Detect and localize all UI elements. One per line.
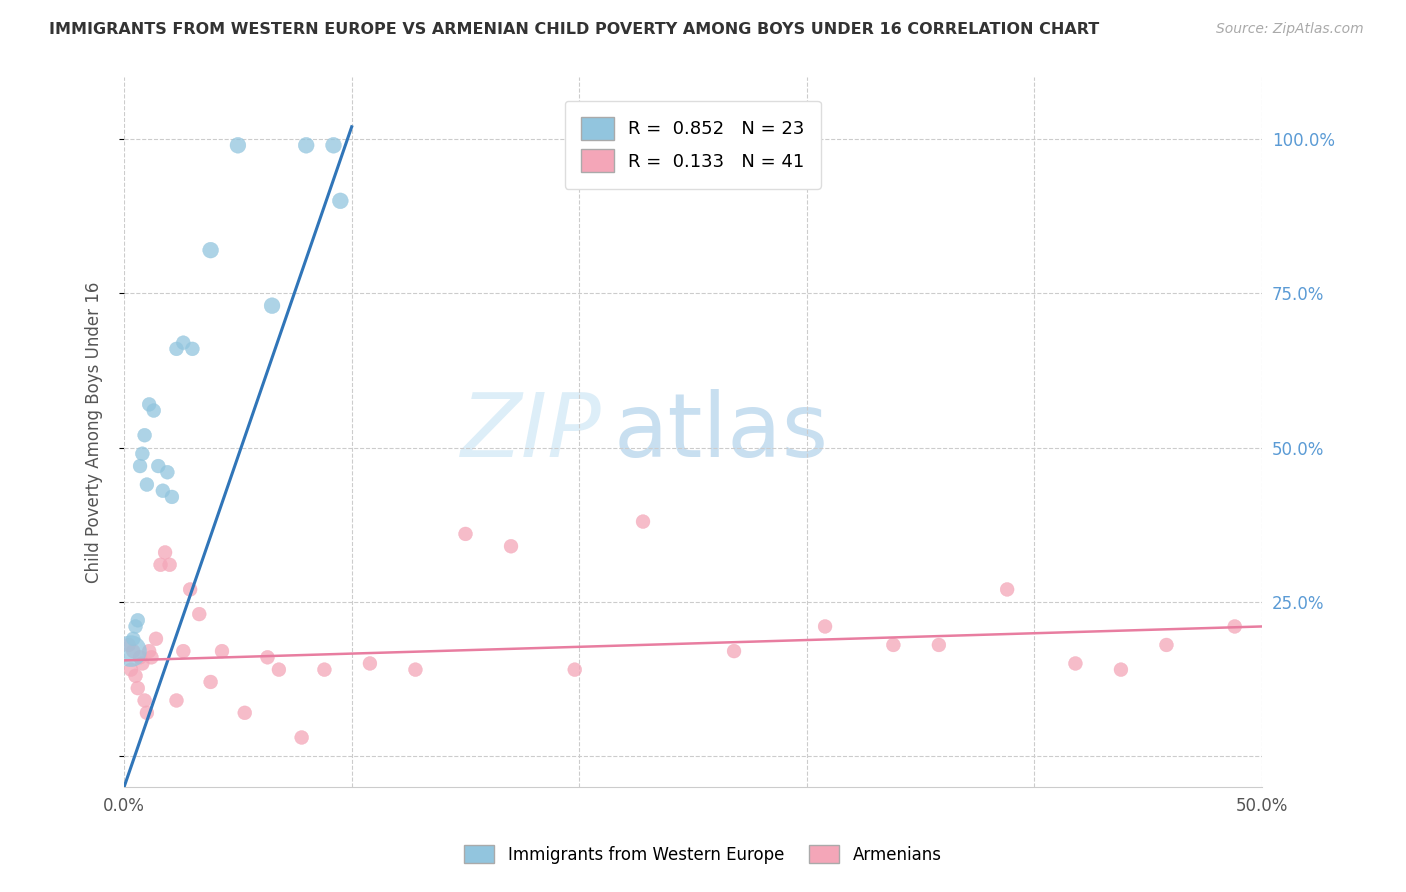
Text: atlas: atlas — [613, 389, 828, 475]
Text: ZIP: ZIP — [461, 389, 602, 475]
Point — [329, 194, 352, 208]
Point — [882, 638, 904, 652]
Point — [179, 582, 201, 597]
Point — [995, 582, 1018, 597]
Point — [200, 675, 222, 690]
Point — [127, 681, 149, 695]
Point — [142, 403, 165, 417]
Point — [131, 657, 153, 671]
Point — [267, 663, 290, 677]
Point — [124, 669, 146, 683]
Point — [135, 477, 157, 491]
Point — [166, 693, 188, 707]
Point — [127, 613, 149, 627]
Point — [188, 607, 211, 621]
Point — [1064, 657, 1087, 671]
Text: Source: ZipAtlas.com: Source: ZipAtlas.com — [1216, 22, 1364, 37]
Point — [141, 650, 163, 665]
Point — [152, 483, 174, 498]
Point — [233, 706, 256, 720]
Point — [564, 663, 586, 677]
Point — [122, 632, 145, 646]
Point — [124, 619, 146, 633]
Legend: Immigrants from Western Europe, Armenians: Immigrants from Western Europe, Armenian… — [458, 838, 948, 871]
Y-axis label: Child Poverty Among Boys Under 16: Child Poverty Among Boys Under 16 — [86, 282, 103, 582]
Point — [1156, 638, 1178, 652]
Point — [166, 342, 188, 356]
Point — [256, 650, 278, 665]
Point — [499, 539, 522, 553]
Text: IMMIGRANTS FROM WESTERN EUROPE VS ARMENIAN CHILD POVERTY AMONG BOYS UNDER 16 COR: IMMIGRANTS FROM WESTERN EUROPE VS ARMENI… — [49, 22, 1099, 37]
Point — [295, 138, 318, 153]
Point — [172, 335, 194, 350]
Point — [148, 458, 170, 473]
Point — [181, 342, 204, 356]
Point — [156, 465, 179, 479]
Point — [200, 243, 222, 257]
Point — [134, 693, 156, 707]
Point — [404, 663, 426, 677]
Point — [454, 527, 477, 541]
Point — [226, 138, 249, 153]
Point — [160, 490, 183, 504]
Point — [134, 428, 156, 442]
Point — [135, 706, 157, 720]
Point — [120, 644, 142, 658]
Point — [359, 657, 381, 671]
Point — [120, 663, 142, 677]
Point — [138, 397, 160, 411]
Point — [314, 663, 336, 677]
Point — [159, 558, 181, 572]
Point — [928, 638, 950, 652]
Point — [723, 644, 745, 658]
Point — [149, 558, 172, 572]
Point — [631, 515, 654, 529]
Point — [122, 644, 145, 658]
Point — [291, 731, 314, 745]
Point — [814, 619, 837, 633]
Point — [118, 638, 141, 652]
Point — [145, 632, 167, 646]
Point — [138, 644, 160, 658]
Point — [322, 138, 344, 153]
Point — [131, 447, 153, 461]
Point — [172, 644, 194, 658]
Legend: R =  0.852   N = 23, R =  0.133   N = 41: R = 0.852 N = 23, R = 0.133 N = 41 — [565, 101, 821, 188]
Point — [1223, 619, 1246, 633]
Point — [1109, 663, 1132, 677]
Point — [153, 545, 176, 559]
Point — [129, 458, 152, 473]
Point — [211, 644, 233, 658]
Point — [260, 299, 283, 313]
Point — [129, 650, 152, 665]
